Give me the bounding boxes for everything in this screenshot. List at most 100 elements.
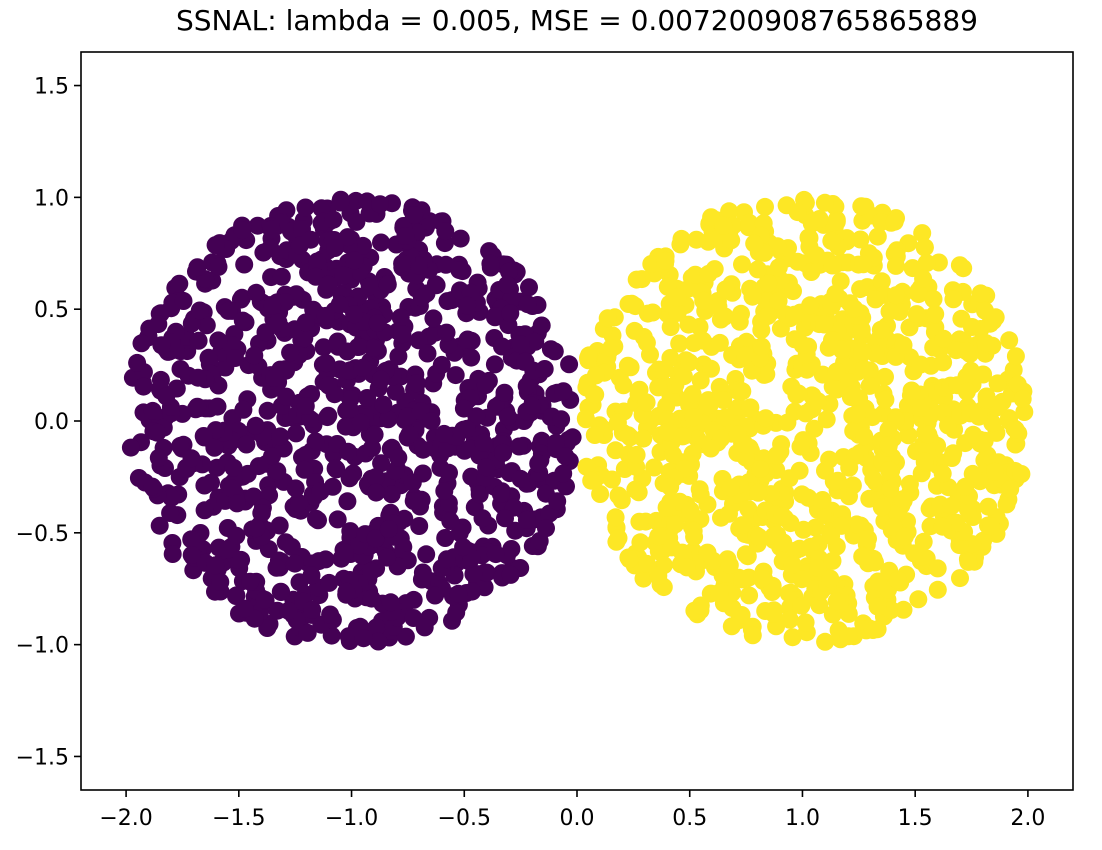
data-point-cluster-2 bbox=[915, 238, 934, 257]
data-point-cluster-2 bbox=[643, 303, 662, 322]
data-point-cluster-1 bbox=[556, 447, 575, 466]
data-point-cluster-2 bbox=[914, 269, 933, 288]
data-point-cluster-2 bbox=[602, 339, 621, 357]
data-point-cluster-2 bbox=[618, 356, 637, 375]
data-point-cluster-2 bbox=[1012, 465, 1031, 483]
x-tick-label: 1.5 bbox=[898, 806, 933, 831]
data-point-cluster-2 bbox=[585, 426, 604, 444]
data-point-cluster-1 bbox=[209, 257, 228, 276]
data-point-cluster-2 bbox=[859, 529, 877, 548]
data-point-cluster-2 bbox=[1006, 347, 1025, 366]
data-point-cluster-2 bbox=[780, 469, 799, 488]
data-point-cluster-1 bbox=[347, 212, 366, 231]
data-point-cluster-1 bbox=[150, 516, 169, 535]
x-tick-label: 2.0 bbox=[1010, 806, 1045, 831]
data-point-cluster-1 bbox=[340, 400, 359, 418]
data-point-cluster-2 bbox=[722, 617, 741, 636]
data-point-cluster-2 bbox=[805, 419, 824, 438]
data-point-cluster-2 bbox=[796, 613, 815, 632]
data-point-cluster-1 bbox=[252, 504, 271, 522]
data-point-cluster-1 bbox=[449, 584, 468, 603]
data-point-cluster-1 bbox=[511, 335, 530, 354]
data-point-cluster-1 bbox=[206, 236, 225, 255]
data-point-cluster-2 bbox=[964, 425, 983, 444]
data-point-cluster-1 bbox=[265, 369, 284, 387]
data-point-cluster-1 bbox=[218, 540, 237, 559]
data-point-cluster-1 bbox=[314, 338, 333, 357]
data-point-cluster-1 bbox=[438, 292, 457, 311]
data-point-cluster-1 bbox=[182, 530, 201, 549]
data-point-cluster-2 bbox=[909, 590, 928, 609]
data-point-cluster-1 bbox=[277, 387, 296, 406]
data-point-cluster-2 bbox=[876, 390, 895, 409]
data-point-cluster-1 bbox=[520, 278, 538, 297]
data-point-cluster-1 bbox=[279, 601, 298, 620]
data-point-cluster-2 bbox=[888, 504, 907, 523]
y-tick-label: −1.5 bbox=[16, 745, 69, 770]
data-point-cluster-1 bbox=[312, 199, 331, 218]
data-point-cluster-2 bbox=[872, 498, 891, 517]
data-point-cluster-2 bbox=[881, 479, 900, 498]
data-point-cluster-1 bbox=[495, 383, 514, 402]
data-point-cluster-2 bbox=[603, 470, 621, 489]
data-point-cluster-1 bbox=[311, 482, 330, 501]
data-point-cluster-2 bbox=[668, 303, 687, 322]
data-point-cluster-2 bbox=[714, 216, 733, 235]
data-point-cluster-1 bbox=[188, 397, 207, 416]
data-point-cluster-2 bbox=[1000, 331, 1019, 350]
data-point-cluster-2 bbox=[793, 485, 811, 504]
data-point-cluster-1 bbox=[326, 459, 345, 478]
data-point-cluster-2 bbox=[1015, 403, 1034, 421]
data-point-cluster-2 bbox=[788, 252, 807, 271]
data-point-cluster-1 bbox=[381, 593, 400, 612]
data-point-cluster-1 bbox=[317, 354, 336, 373]
data-point-cluster-2 bbox=[853, 342, 872, 361]
data-point-cluster-2 bbox=[864, 470, 883, 488]
data-point-cluster-2 bbox=[853, 547, 872, 566]
data-point-cluster-2 bbox=[683, 385, 702, 404]
data-point-cluster-2 bbox=[743, 287, 762, 306]
data-point-cluster-2 bbox=[598, 309, 617, 328]
data-point-cluster-1 bbox=[517, 377, 536, 396]
data-point-cluster-2 bbox=[749, 483, 768, 502]
data-point-cluster-2 bbox=[839, 627, 858, 646]
x-tick-label: −2.0 bbox=[99, 806, 152, 831]
data-point-cluster-2 bbox=[579, 349, 597, 367]
data-point-cluster-2 bbox=[926, 305, 945, 324]
data-point-cluster-1 bbox=[336, 417, 355, 436]
data-point-cluster-1 bbox=[237, 435, 256, 454]
data-point-cluster-2 bbox=[637, 393, 656, 412]
data-point-cluster-2 bbox=[808, 392, 827, 411]
data-point-cluster-2 bbox=[691, 371, 710, 390]
data-point-cluster-2 bbox=[988, 374, 1007, 393]
data-point-cluster-1 bbox=[487, 397, 505, 416]
data-point-cluster-1 bbox=[296, 397, 315, 415]
data-point-cluster-1 bbox=[463, 582, 482, 601]
data-point-cluster-1 bbox=[319, 275, 338, 294]
data-point-cluster-2 bbox=[958, 500, 977, 519]
data-point-cluster-1 bbox=[413, 563, 432, 582]
data-point-cluster-1 bbox=[386, 462, 405, 481]
chart-title: SSNAL: lambda = 0.005, MSE = 0.007200908… bbox=[176, 4, 978, 37]
data-point-cluster-1 bbox=[189, 331, 208, 350]
data-point-cluster-1 bbox=[298, 623, 317, 642]
data-point-cluster-2 bbox=[939, 416, 957, 435]
data-point-cluster-2 bbox=[851, 280, 870, 299]
data-point-cluster-1 bbox=[337, 582, 356, 601]
data-point-cluster-2 bbox=[822, 231, 841, 250]
data-point-cluster-2 bbox=[847, 405, 866, 424]
data-point-cluster-2 bbox=[893, 490, 912, 509]
data-point-cluster-2 bbox=[879, 461, 898, 480]
y-tick-label: 1.5 bbox=[34, 75, 69, 100]
data-point-cluster-2 bbox=[757, 365, 776, 384]
data-point-cluster-2 bbox=[905, 544, 924, 563]
data-point-cluster-1 bbox=[554, 464, 573, 483]
data-point-cluster-2 bbox=[860, 376, 879, 395]
data-point-cluster-1 bbox=[296, 198, 315, 217]
data-point-cluster-1 bbox=[476, 376, 495, 395]
data-point-cluster-2 bbox=[815, 193, 834, 212]
data-point-cluster-1 bbox=[462, 467, 481, 486]
data-point-cluster-1 bbox=[511, 469, 530, 488]
data-point-cluster-1 bbox=[296, 445, 315, 464]
